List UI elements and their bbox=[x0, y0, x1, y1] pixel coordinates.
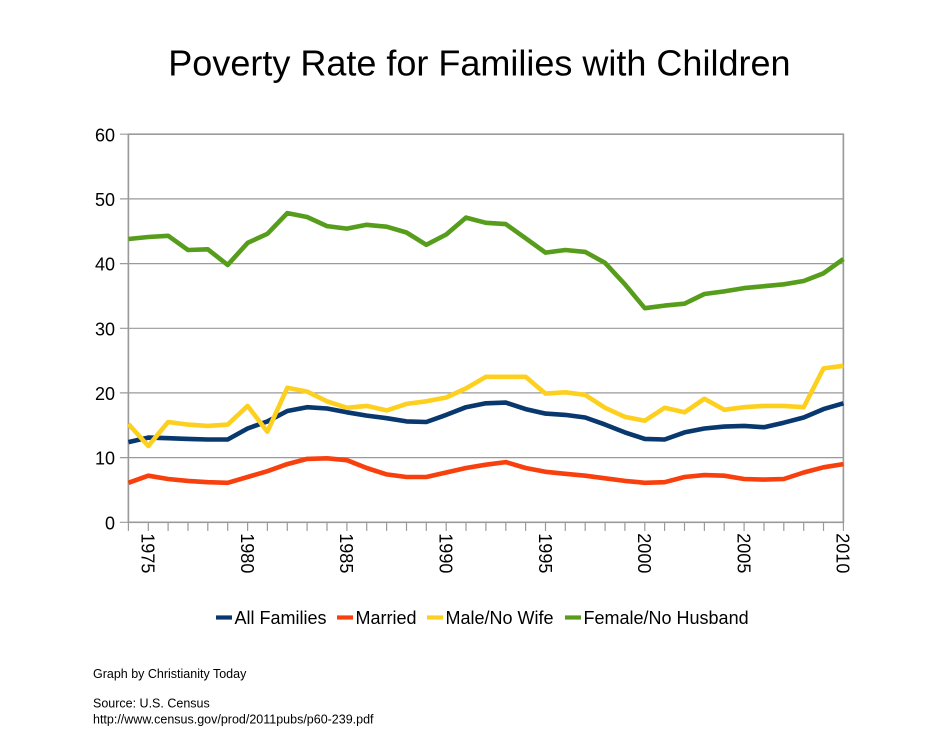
svg-text:1985: 1985 bbox=[336, 533, 356, 573]
svg-text:0: 0 bbox=[105, 513, 115, 533]
svg-text:Source: U.S. Census: Source: U.S. Census bbox=[93, 697, 210, 711]
svg-text:60: 60 bbox=[95, 125, 115, 145]
svg-text:All Families: All Families bbox=[235, 608, 327, 628]
svg-text:Graph by Christianity Today: Graph by Christianity Today bbox=[93, 667, 247, 681]
svg-text:2000: 2000 bbox=[634, 533, 654, 573]
svg-text:1975: 1975 bbox=[138, 533, 158, 573]
svg-text:Male/No Wife: Male/No Wife bbox=[446, 608, 554, 628]
svg-text:Poverty Rate for Families with: Poverty Rate for Families with Children bbox=[168, 42, 790, 83]
svg-text:20: 20 bbox=[95, 384, 115, 404]
svg-text:10: 10 bbox=[95, 449, 115, 469]
svg-text:50: 50 bbox=[95, 190, 115, 210]
svg-text:30: 30 bbox=[95, 319, 115, 339]
svg-text:Married: Married bbox=[356, 608, 417, 628]
svg-text:2010: 2010 bbox=[833, 533, 853, 573]
svg-text:Female/No Husband: Female/No Husband bbox=[584, 608, 749, 628]
svg-text:1995: 1995 bbox=[535, 533, 555, 573]
svg-text:1980: 1980 bbox=[237, 533, 257, 573]
svg-text:1990: 1990 bbox=[436, 533, 456, 573]
svg-text:40: 40 bbox=[95, 255, 115, 275]
svg-text:2005: 2005 bbox=[733, 533, 753, 573]
svg-text:http://www.census.gov/prod/201: http://www.census.gov/prod/2011pubs/p60-… bbox=[93, 713, 374, 727]
